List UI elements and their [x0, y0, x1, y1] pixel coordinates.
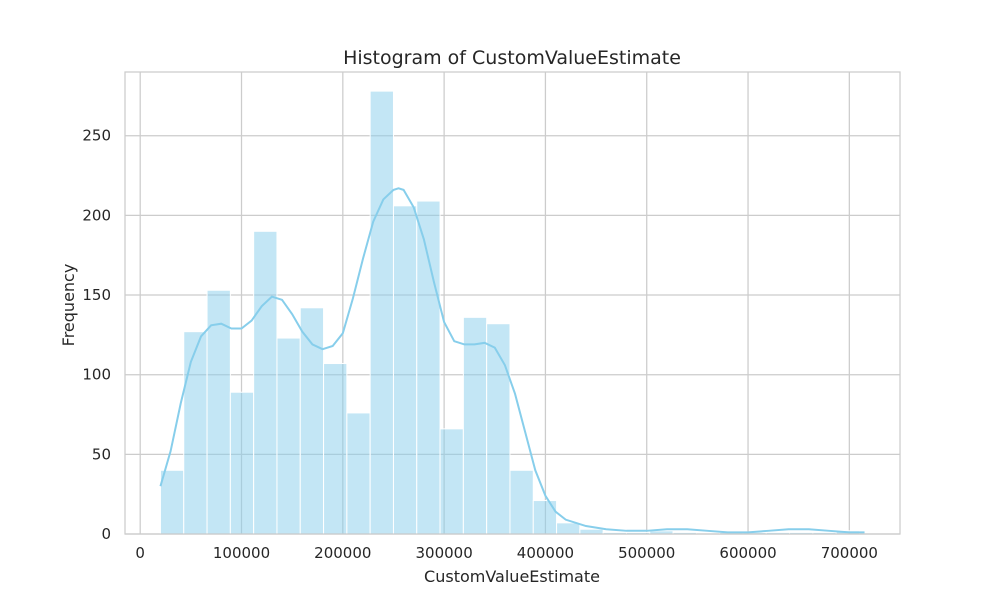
y-tick-label: 0 — [101, 525, 111, 543]
y-tick-label: 150 — [82, 286, 111, 304]
x-axis-label: CustomValueEstimate — [424, 567, 600, 586]
histogram-bar — [159, 469, 185, 535]
histogram-bar — [509, 469, 534, 535]
x-tick-label: 200000 — [314, 544, 371, 562]
kde-curve — [159, 187, 865, 534]
x-tick-label: 400000 — [517, 544, 574, 562]
histogram-bar — [323, 363, 348, 535]
histogram-bar — [462, 316, 488, 535]
histogram-bar — [183, 331, 208, 535]
histogram-bar — [579, 528, 604, 535]
x-tick-label: 700000 — [821, 544, 878, 562]
histogram-bar — [392, 205, 418, 535]
y-axis-label: Frequency — [59, 264, 78, 347]
y-tick-label: 100 — [82, 366, 111, 384]
histogram-bar — [346, 412, 371, 535]
histogram-bar — [416, 200, 441, 535]
histogram-bar — [276, 337, 301, 535]
histogram-bar — [299, 307, 325, 535]
y-tick-label: 200 — [82, 206, 111, 224]
y-tick-label: 50 — [92, 445, 111, 463]
histogram-bar — [229, 391, 255, 535]
x-tick-label: 600000 — [719, 544, 776, 562]
chart-title: Histogram of CustomValueEstimate — [343, 47, 681, 69]
histogram-bar — [439, 428, 464, 535]
histogram-bar — [532, 500, 558, 535]
y-tick-label: 250 — [82, 127, 111, 145]
y-axis-ticks: 0 50 100 150 200 250 — [82, 127, 111, 543]
x-tick-label: 0 — [135, 544, 145, 562]
plot-frame — [124, 71, 901, 535]
x-axis-ticks: 0 100000 200000 300000 400000 500000 600000 700… — [135, 544, 878, 562]
x-tick-label: 100000 — [213, 544, 270, 562]
histogram-bar — [556, 522, 581, 535]
x-tick-label: 300000 — [415, 544, 472, 562]
histogram-bar — [369, 90, 394, 535]
x-tick-label: 500000 — [618, 544, 675, 562]
histogram-bar — [253, 230, 278, 535]
